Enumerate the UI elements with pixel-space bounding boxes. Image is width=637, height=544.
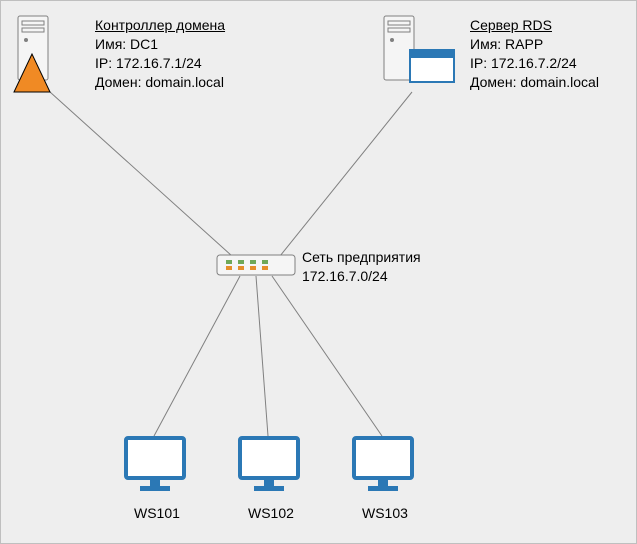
switch-line2: 172.16.7.0/24 (302, 268, 388, 284)
dc-title: Контроллер домена (95, 16, 225, 35)
switch-icon (216, 254, 296, 278)
ws102-monitor-icon (236, 434, 302, 494)
dc-name-line: Имя: DC1 (95, 36, 158, 52)
edge-switch-ws102 (256, 276, 268, 436)
rds-name-line: Имя: RAPP (470, 36, 543, 52)
rds-text-block: Сервер RDS Имя: RAPP IP: 172.16.7.2/24 Д… (470, 16, 599, 92)
rds-title: Сервер RDS (470, 16, 599, 35)
rds-server-icon (378, 14, 464, 90)
rds-ip-line: IP: 172.16.7.2/24 (470, 55, 577, 71)
dc-domain-line: Домен: domain.local (95, 74, 224, 90)
switch-label: Сеть предприятия 172.16.7.0/24 (302, 248, 421, 286)
ws103-monitor-icon (350, 434, 416, 494)
dc-server-icon (12, 14, 90, 98)
dc-text-block: Контроллер домена Имя: DC1 IP: 172.16.7.… (95, 16, 225, 92)
ws103-label: WS103 (362, 504, 408, 523)
ws101-label: WS101 (134, 504, 180, 523)
edge-rds-switch (280, 92, 412, 256)
edge-switch-ws103 (272, 276, 382, 436)
edge-switch-ws101 (154, 276, 240, 436)
dc-ip-line: IP: 172.16.7.1/24 (95, 55, 202, 71)
ws102-label: WS102 (248, 504, 294, 523)
edge-dc-switch (50, 92, 232, 256)
ws101-monitor-icon (122, 434, 188, 494)
switch-line1: Сеть предприятия (302, 249, 421, 265)
rds-domain-line: Домен: domain.local (470, 74, 599, 90)
